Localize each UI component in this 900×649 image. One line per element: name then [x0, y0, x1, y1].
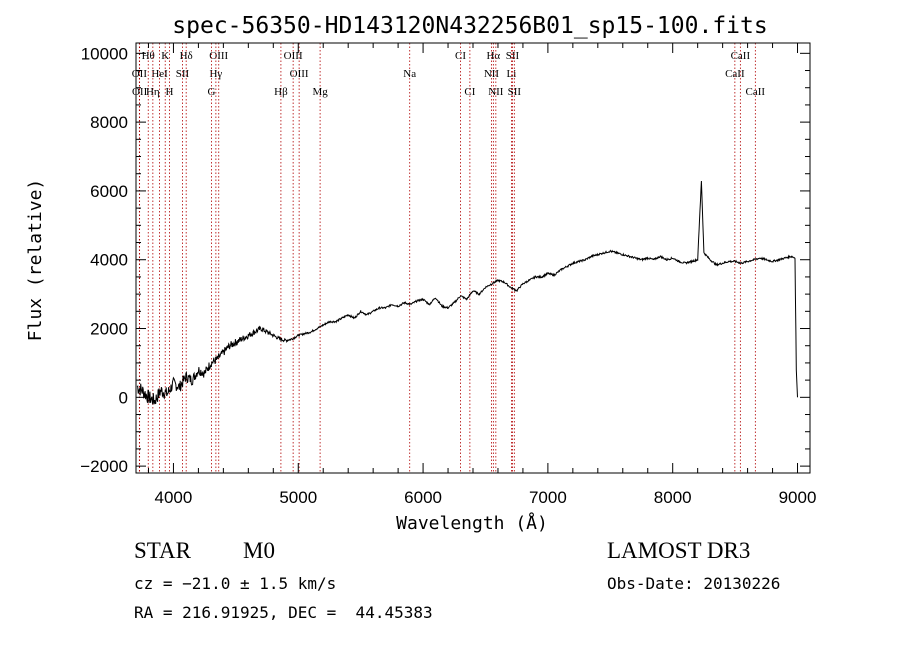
line-label-14: Na	[403, 68, 416, 80]
line-label-6: Hα	[486, 50, 500, 62]
x-tick-label-2: 6000	[404, 488, 442, 507]
line-label-16: Li	[507, 68, 517, 80]
coordinates-text: RA = 216.91925, DEC = 44.45383	[134, 603, 433, 622]
x-tick-label-4: 8000	[654, 488, 692, 507]
line-label-22: Hβ	[274, 86, 288, 98]
line-label-3: OIII	[209, 50, 228, 62]
line-label-20: H	[165, 86, 173, 98]
x-axis: 4000 5000 6000 7000 8000 9000	[147, 43, 817, 507]
y-tick-label-2: 2000	[90, 320, 128, 339]
obs-date-text: Obs-Date: 20130226	[607, 574, 781, 593]
line-label-27: CaII	[746, 86, 766, 98]
line-label-0: Hθ	[142, 50, 155, 62]
y-tick-label-4: 6000	[90, 182, 128, 201]
line-label-19: Hη	[146, 86, 160, 98]
line-label-25: NII	[488, 86, 504, 98]
spectrum-series	[136, 180, 798, 405]
x-axis-label: Wavelength (Å)	[396, 512, 548, 534]
y-axis: −2000 0 2000 4000 6000 8000 10000	[80, 44, 810, 476]
y-tick-label-5: 8000	[90, 113, 128, 132]
line-label-7: SII	[506, 50, 520, 62]
y-axis-label: Flux (relative)	[25, 179, 46, 342]
x-tick-label-5: 9000	[779, 488, 817, 507]
x-tick-label-1: 5000	[279, 488, 317, 507]
subclass-label: M0	[243, 538, 275, 563]
line-label-2: Hδ	[180, 50, 193, 62]
y-tick-label-3: 4000	[90, 251, 128, 270]
y-tick-label-0: −2000	[80, 457, 128, 476]
line-label-15: NII	[484, 68, 500, 80]
line-label-26: SII	[508, 86, 522, 98]
line-label-17: CaII	[725, 68, 745, 80]
y-tick-label-1: 0	[119, 388, 128, 407]
line-label-11: SII	[176, 68, 190, 80]
line-label-13: OIII	[290, 68, 309, 80]
class-label: STAR	[134, 538, 191, 563]
line-label-5: CI	[455, 50, 466, 62]
survey-label: LAMOST DR3	[607, 538, 751, 563]
chart-title: spec-56350-HD143120N432256B01_sp15-100.f…	[172, 13, 767, 39]
line-label-1: K	[161, 50, 169, 62]
series-line-0	[136, 180, 798, 405]
y-tick-label-6: 10000	[81, 44, 128, 63]
line-label-12: Hγ	[209, 68, 222, 80]
x-tick-label-0: 4000	[155, 488, 193, 507]
line-label-4: OIII	[284, 50, 303, 62]
x-tick-label-3: 7000	[529, 488, 567, 507]
redshift-text: cz = −21.0 ± 1.5 km/s	[134, 574, 337, 593]
line-label-23: Mg	[312, 86, 328, 98]
line-label-10: HeI	[151, 68, 168, 80]
line-label-8: CaII	[731, 50, 751, 62]
line-label-24: CI	[464, 86, 475, 98]
line-label-21: G	[208, 86, 216, 98]
